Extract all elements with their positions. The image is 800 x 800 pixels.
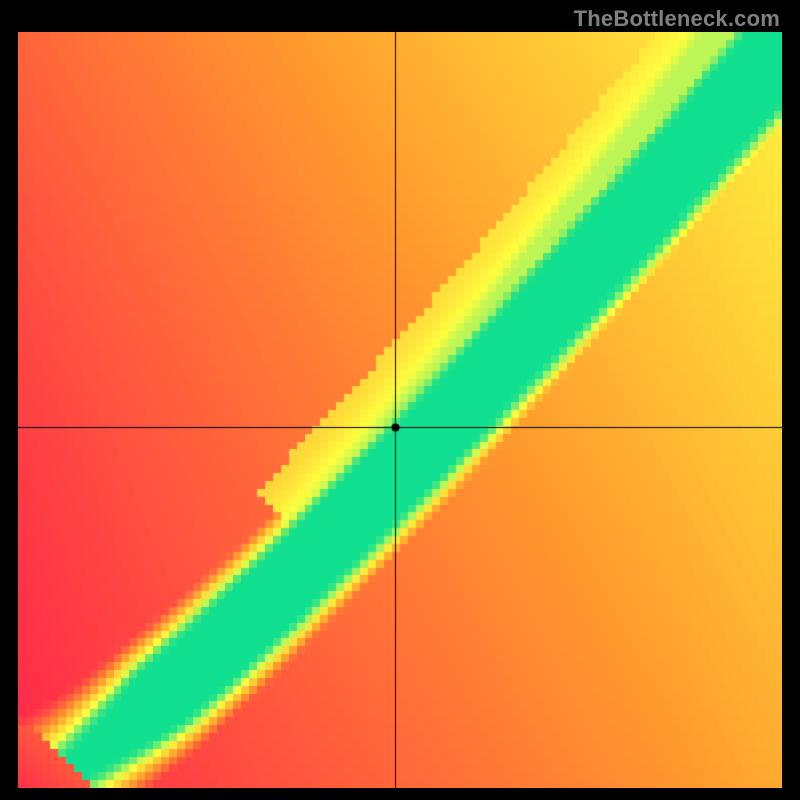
chart-container: TheBottleneck.com [0, 0, 800, 800]
crosshair-overlay [18, 32, 782, 788]
watermark-text: TheBottleneck.com [574, 6, 780, 32]
